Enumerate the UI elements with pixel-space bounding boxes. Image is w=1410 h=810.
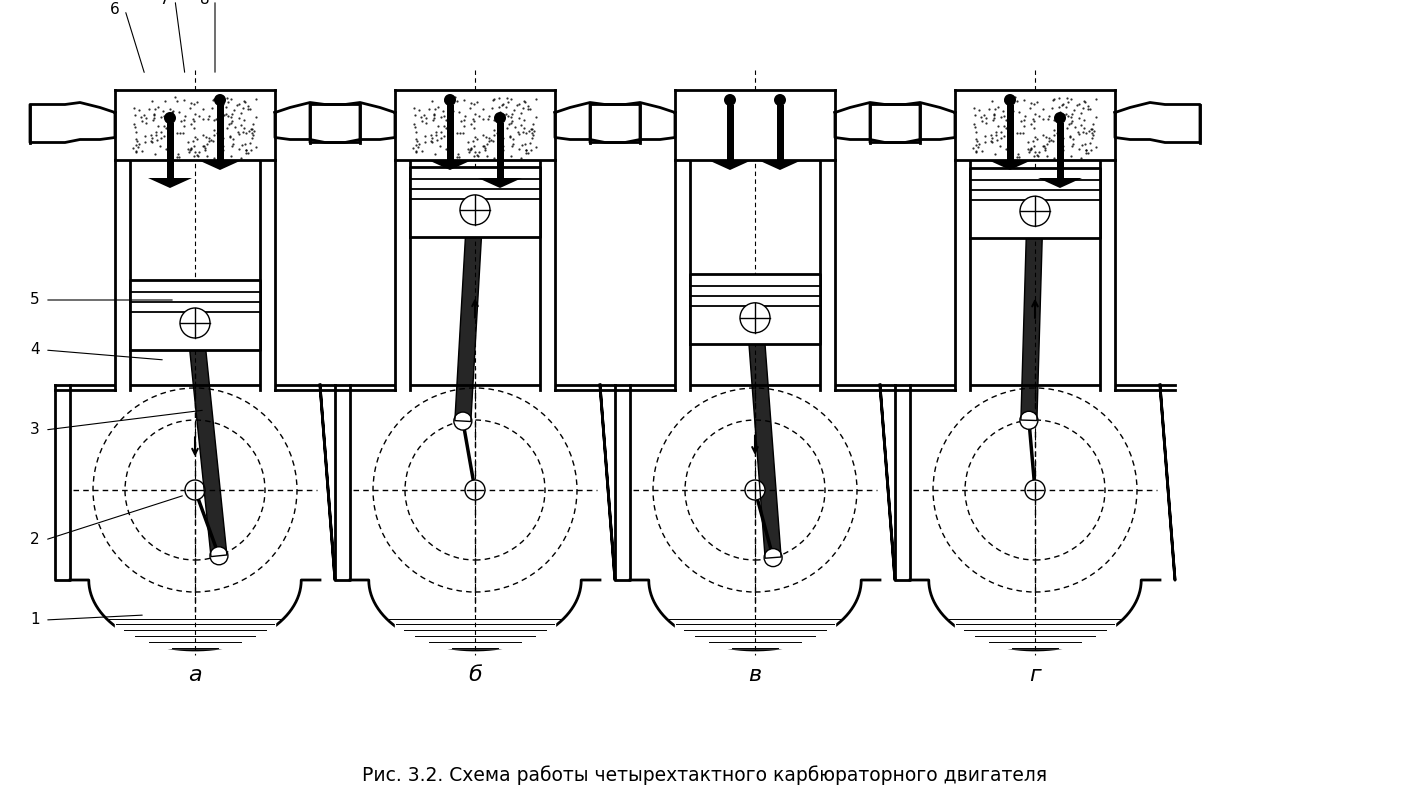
Circle shape	[1055, 112, 1066, 124]
Polygon shape	[955, 90, 1115, 160]
Circle shape	[1019, 196, 1050, 226]
Polygon shape	[116, 90, 275, 160]
Polygon shape	[777, 105, 784, 160]
Polygon shape	[1038, 178, 1081, 188]
Polygon shape	[350, 580, 601, 650]
Text: б: б	[468, 665, 482, 685]
Polygon shape	[310, 103, 395, 143]
Polygon shape	[708, 160, 752, 170]
Polygon shape	[320, 385, 336, 580]
Polygon shape	[675, 160, 689, 390]
Circle shape	[493, 112, 506, 124]
Text: 4: 4	[30, 343, 39, 357]
Polygon shape	[116, 619, 275, 648]
Polygon shape	[55, 385, 70, 580]
Polygon shape	[395, 90, 556, 160]
Polygon shape	[675, 90, 835, 160]
Polygon shape	[188, 322, 227, 556]
Polygon shape	[166, 123, 173, 178]
Polygon shape	[259, 160, 275, 390]
Polygon shape	[116, 160, 130, 390]
Text: Рис. 3.2. Схема работы четырехтактного карбюраторного двигателя: Рис. 3.2. Схема работы четырехтактного к…	[362, 765, 1048, 785]
Text: 7: 7	[161, 0, 169, 7]
Text: в: в	[749, 665, 761, 685]
Text: 2: 2	[30, 532, 39, 548]
Circle shape	[744, 480, 766, 500]
Polygon shape	[759, 160, 802, 170]
Polygon shape	[970, 168, 1100, 238]
Circle shape	[460, 195, 491, 225]
Polygon shape	[1007, 105, 1014, 160]
Polygon shape	[726, 105, 733, 160]
Polygon shape	[675, 619, 835, 648]
Circle shape	[180, 308, 210, 338]
Text: 8: 8	[200, 0, 210, 7]
Text: г: г	[1029, 665, 1041, 685]
Polygon shape	[496, 123, 503, 178]
Circle shape	[774, 94, 785, 106]
Polygon shape	[747, 318, 781, 558]
Polygon shape	[615, 385, 630, 580]
Polygon shape	[70, 580, 320, 650]
Polygon shape	[880, 385, 895, 580]
Polygon shape	[556, 103, 640, 143]
Circle shape	[465, 480, 485, 500]
Circle shape	[1025, 480, 1045, 500]
Text: 3: 3	[30, 423, 39, 437]
Text: 6: 6	[110, 2, 120, 18]
Polygon shape	[336, 385, 350, 580]
Polygon shape	[455, 210, 484, 421]
Polygon shape	[835, 103, 919, 143]
Polygon shape	[148, 178, 192, 188]
Circle shape	[444, 94, 455, 106]
Polygon shape	[909, 580, 1160, 650]
Circle shape	[723, 94, 736, 106]
Polygon shape	[1160, 385, 1175, 580]
Polygon shape	[689, 275, 821, 344]
Circle shape	[1019, 411, 1038, 429]
Circle shape	[210, 547, 228, 565]
Polygon shape	[601, 385, 615, 580]
Polygon shape	[870, 103, 955, 143]
Text: 5: 5	[30, 292, 39, 308]
Polygon shape	[956, 619, 1115, 648]
Polygon shape	[275, 103, 360, 143]
Polygon shape	[955, 160, 970, 390]
Polygon shape	[30, 103, 116, 143]
Circle shape	[740, 303, 770, 333]
Polygon shape	[217, 105, 224, 160]
Circle shape	[164, 112, 176, 124]
Polygon shape	[821, 160, 835, 390]
Polygon shape	[447, 105, 454, 160]
Polygon shape	[395, 160, 410, 390]
Polygon shape	[197, 160, 243, 170]
Polygon shape	[410, 167, 540, 237]
Polygon shape	[1056, 123, 1063, 178]
Circle shape	[454, 412, 472, 430]
Circle shape	[764, 548, 783, 567]
Polygon shape	[540, 160, 556, 390]
Polygon shape	[630, 580, 880, 650]
Polygon shape	[1021, 211, 1043, 420]
Polygon shape	[429, 160, 472, 170]
Circle shape	[214, 94, 226, 106]
Polygon shape	[589, 103, 675, 143]
Polygon shape	[895, 385, 909, 580]
Polygon shape	[1115, 103, 1200, 143]
Polygon shape	[130, 279, 259, 350]
Polygon shape	[988, 160, 1032, 170]
Text: а: а	[188, 665, 202, 685]
Polygon shape	[395, 619, 554, 648]
Polygon shape	[1100, 160, 1115, 390]
Polygon shape	[478, 178, 522, 188]
Circle shape	[185, 480, 204, 500]
Circle shape	[1004, 94, 1017, 106]
Text: 1: 1	[30, 612, 39, 628]
